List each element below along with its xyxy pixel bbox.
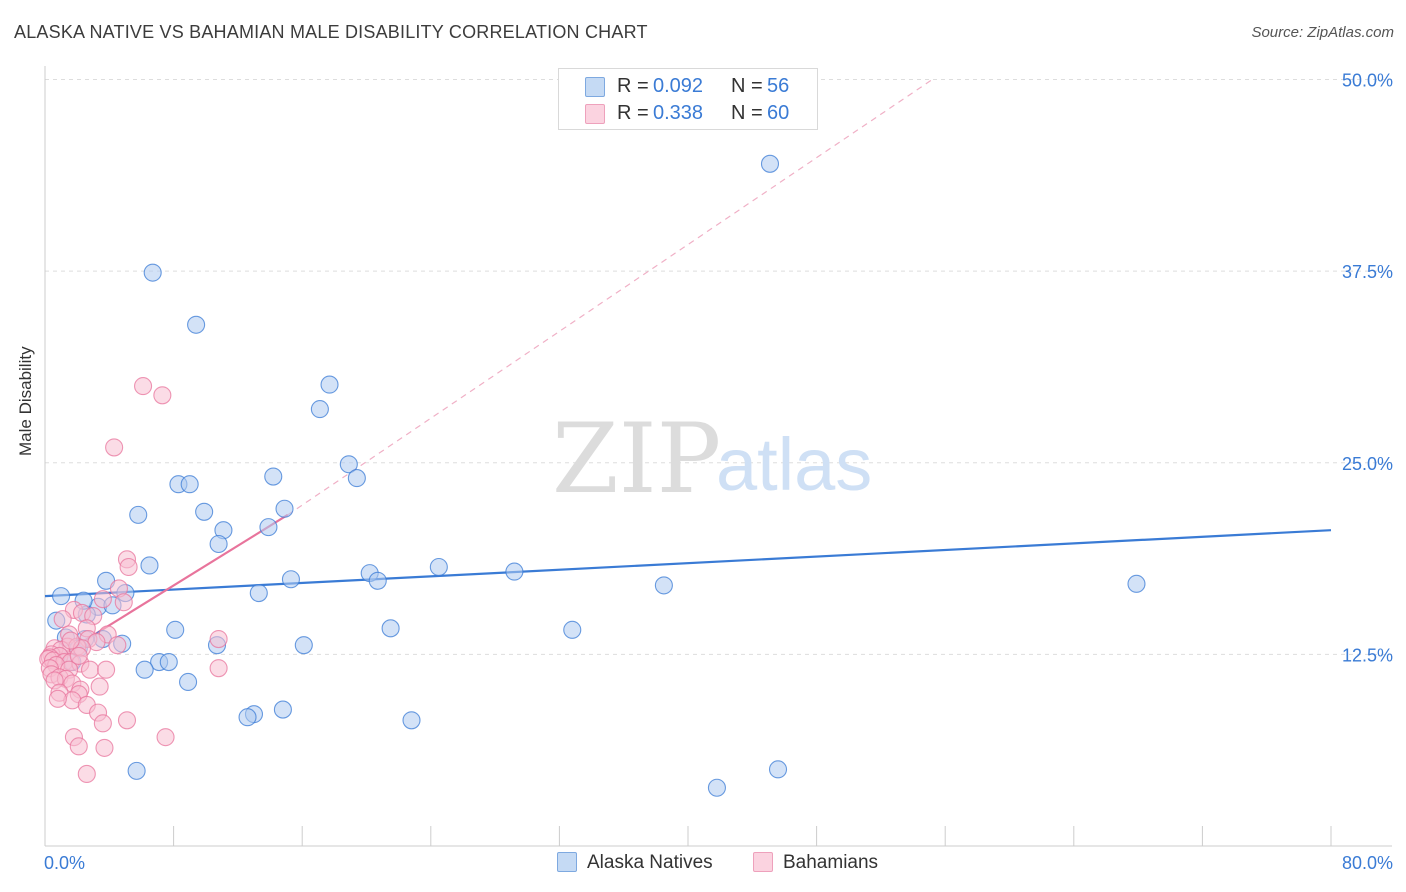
alaska-native-point [129, 505, 148, 524]
bottom-legend-label-bahamian: Bahamians [783, 852, 879, 873]
label-layer: 12.5% 25.0% 37.5% 50.0% 0.0% 80.0% [44, 71, 1393, 874]
alaska-native-point [654, 576, 673, 595]
alaska-native-point [429, 557, 448, 577]
alaska-native-point [179, 672, 198, 692]
bahamian-point [77, 764, 96, 783]
legend-r-label: R = [617, 102, 649, 124]
axis-layer [44, 66, 1392, 847]
legend-swatch-alaska [585, 77, 605, 97]
bottom-legend-swatch-bahamian [753, 852, 773, 872]
alaska-native-point [273, 700, 292, 719]
legend-r-value: 0.092 [653, 75, 704, 97]
watermark-zip: ZIP [552, 403, 721, 515]
y-tick-label: 25.0% [1342, 454, 1393, 474]
alaska-native-point [1127, 574, 1146, 593]
y-tick-label: 37.5% [1342, 262, 1393, 282]
watermark-atlas: atlas [716, 423, 872, 506]
alaska-native-point [249, 584, 268, 603]
alaska-native-point [339, 455, 358, 474]
bahamian-point [156, 728, 175, 747]
bahamian-point [95, 738, 114, 757]
bahamian-point [209, 629, 228, 649]
alaska-native-point [281, 570, 300, 589]
bahamian-point [93, 590, 112, 609]
alaska-native-point [368, 571, 387, 590]
bahamian-point [209, 659, 228, 678]
bahamian-point [53, 610, 72, 629]
alaska-native-point [127, 761, 146, 780]
points-layer [39, 154, 1146, 797]
alaska-native-point [310, 400, 329, 419]
alaska-native-point [238, 708, 257, 727]
chart-title: ALASKA NATIVE VS BAHAMIAN MALE DISABILIT… [14, 22, 648, 42]
alaska-native-point [52, 587, 71, 606]
legend-n-label: N = [731, 75, 763, 97]
x-tick-label: 0.0% [44, 853, 85, 873]
bottom-legend-bahamian: Bahamians [753, 852, 878, 874]
alaska-native-point [166, 620, 185, 639]
bahamian-point [105, 438, 124, 457]
legend-n-label: N = [731, 102, 763, 124]
bahamian-trend-extension [287, 79, 933, 516]
bottom-legend-label-alaska: Alaska Natives [587, 852, 713, 873]
bahamian-point [48, 689, 67, 708]
alaska-native-point [320, 375, 339, 394]
bahamian-point [90, 677, 109, 696]
bahamian-point [153, 386, 172, 405]
alaska-native-point [195, 502, 214, 521]
legend-n-value: 60 [767, 102, 790, 124]
alaska-native-point [140, 556, 159, 575]
bahamian-point [97, 660, 116, 679]
bahamian-point [119, 557, 138, 577]
bahamian-point [93, 714, 112, 733]
bahamian-point [61, 631, 80, 650]
alaska-native-point [264, 467, 283, 486]
bahamian-point [80, 660, 100, 679]
bahamian-point [69, 646, 88, 665]
bahamian-point [114, 593, 133, 612]
alaska-native-point [180, 475, 199, 494]
bottom-legend-alaska: Alaska Natives [557, 852, 713, 874]
source-note: Source: ZipAtlas.com [1251, 24, 1394, 41]
alaska-native-point [143, 263, 162, 282]
legend-n-value: 56 [767, 75, 790, 97]
alaska-native-point [760, 154, 780, 173]
alaska-native-point [275, 499, 294, 518]
alaska-native-point [381, 619, 400, 638]
alaska-native-point [259, 518, 278, 537]
grid-layer [45, 79, 1392, 655]
bahamian-point [134, 377, 153, 396]
y-tick-label: 50.0% [1342, 71, 1393, 91]
alaska-native-point [159, 652, 178, 672]
y-axis-label: Male Disability [16, 346, 35, 456]
bottom-legend-swatch-alaska [557, 852, 577, 872]
x-tick-label: 80.0% [1342, 853, 1393, 873]
alaska-native-point [563, 620, 582, 639]
legend-r-value: 0.338 [653, 102, 704, 124]
alaska-native-point [402, 711, 421, 730]
y-tick-label: 12.5% [1342, 645, 1393, 665]
alaska-native-point [187, 315, 206, 334]
stats-legend: R = 0.092 N = 56 R = 0.338 N = 60 [558, 68, 818, 130]
alaska-native-point [707, 778, 726, 797]
alaska-native-point [135, 660, 154, 679]
alaska-native-point [209, 534, 228, 554]
bahamian-point [69, 737, 88, 756]
alaska-native-point [505, 562, 524, 581]
bahamian-point [117, 711, 137, 730]
alaska-native-point [294, 636, 313, 655]
bahamian-point [108, 636, 127, 655]
alaska-native-point [347, 469, 366, 488]
alaska-native-point [768, 760, 788, 779]
legend-swatch-bahamian [585, 104, 605, 124]
watermark: ZIP atlas [552, 403, 872, 515]
legend-r-label: R = [617, 75, 649, 97]
